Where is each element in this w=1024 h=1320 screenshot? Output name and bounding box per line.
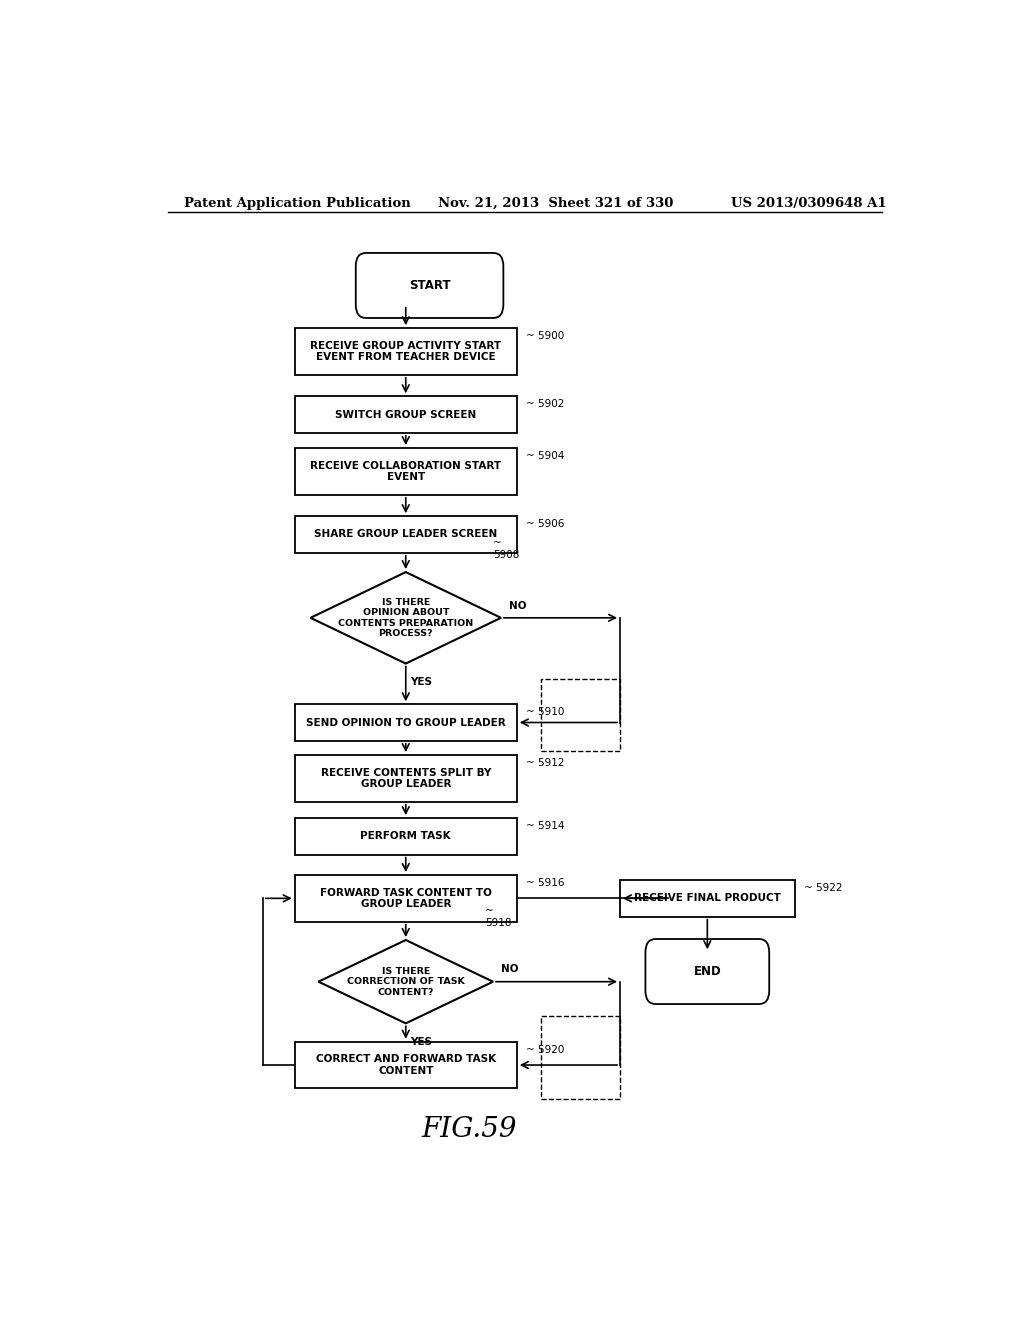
FancyBboxPatch shape xyxy=(295,704,517,741)
Text: ~: ~ xyxy=(494,537,502,548)
Bar xyxy=(541,678,621,751)
Text: RECEIVE FINAL PRODUCT: RECEIVE FINAL PRODUCT xyxy=(634,894,780,903)
Text: ~ 5906: ~ 5906 xyxy=(526,519,565,529)
Text: SHARE GROUP LEADER SCREEN: SHARE GROUP LEADER SCREEN xyxy=(314,529,498,540)
Text: NO: NO xyxy=(509,601,526,611)
FancyBboxPatch shape xyxy=(295,755,517,801)
FancyBboxPatch shape xyxy=(620,880,795,916)
Text: IS THERE
OPINION ABOUT
CONTENTS PREPARATION
PROCESS?: IS THERE OPINION ABOUT CONTENTS PREPARAT… xyxy=(338,598,473,638)
Text: RECEIVE GROUP ACTIVITY START
EVENT FROM TEACHER DEVICE: RECEIVE GROUP ACTIVITY START EVENT FROM … xyxy=(310,341,502,362)
FancyBboxPatch shape xyxy=(295,875,517,921)
Text: RECEIVE CONTENTS SPLIT BY
GROUP LEADER: RECEIVE CONTENTS SPLIT BY GROUP LEADER xyxy=(321,768,490,789)
Text: ~ 5920: ~ 5920 xyxy=(526,1045,565,1055)
Text: IS THERE
CORRECTION OF TASK
CONTENT?: IS THERE CORRECTION OF TASK CONTENT? xyxy=(347,966,465,997)
Text: SEND OPINION TO GROUP LEADER: SEND OPINION TO GROUP LEADER xyxy=(306,718,506,727)
FancyBboxPatch shape xyxy=(295,516,517,553)
FancyBboxPatch shape xyxy=(295,329,517,375)
Text: SWITCH GROUP SCREEN: SWITCH GROUP SCREEN xyxy=(335,409,476,420)
FancyBboxPatch shape xyxy=(355,253,504,318)
Text: ~ 5902: ~ 5902 xyxy=(526,400,565,409)
Polygon shape xyxy=(310,572,501,664)
Polygon shape xyxy=(318,940,494,1023)
Text: CORRECT AND FORWARD TASK
CONTENT: CORRECT AND FORWARD TASK CONTENT xyxy=(315,1055,496,1076)
FancyBboxPatch shape xyxy=(295,396,517,433)
Text: ~ 5904: ~ 5904 xyxy=(526,451,565,461)
Text: PERFORM TASK: PERFORM TASK xyxy=(360,832,452,841)
Text: ~ 5912: ~ 5912 xyxy=(526,758,565,768)
Text: END: END xyxy=(693,965,721,978)
Text: 5908: 5908 xyxy=(494,550,519,560)
Text: US 2013/0309648 A1: US 2013/0309648 A1 xyxy=(731,197,887,210)
Text: ~ 5910: ~ 5910 xyxy=(526,708,565,717)
FancyBboxPatch shape xyxy=(295,447,517,495)
Text: ~: ~ xyxy=(485,906,494,916)
Text: YES: YES xyxy=(410,677,432,686)
Text: START: START xyxy=(409,279,451,292)
Text: ~ 5916: ~ 5916 xyxy=(526,878,565,888)
FancyBboxPatch shape xyxy=(645,939,769,1005)
Text: Nov. 21, 2013  Sheet 321 of 330: Nov. 21, 2013 Sheet 321 of 330 xyxy=(437,197,673,210)
Text: 5918: 5918 xyxy=(485,917,512,928)
Text: YES: YES xyxy=(410,1036,432,1047)
Text: ~ 5900: ~ 5900 xyxy=(526,331,564,342)
Text: ~ 5922: ~ 5922 xyxy=(804,883,843,894)
Text: ~ 5914: ~ 5914 xyxy=(526,821,565,832)
Text: Patent Application Publication: Patent Application Publication xyxy=(183,197,411,210)
FancyBboxPatch shape xyxy=(295,818,517,854)
Bar xyxy=(541,1016,621,1098)
Text: NO: NO xyxy=(501,965,518,974)
Text: FIG.59: FIG.59 xyxy=(422,1115,517,1143)
Text: RECEIVE COLLABORATION START
EVENT: RECEIVE COLLABORATION START EVENT xyxy=(310,461,502,482)
FancyBboxPatch shape xyxy=(295,1041,517,1089)
Text: FORWARD TASK CONTENT TO
GROUP LEADER: FORWARD TASK CONTENT TO GROUP LEADER xyxy=(319,887,492,909)
